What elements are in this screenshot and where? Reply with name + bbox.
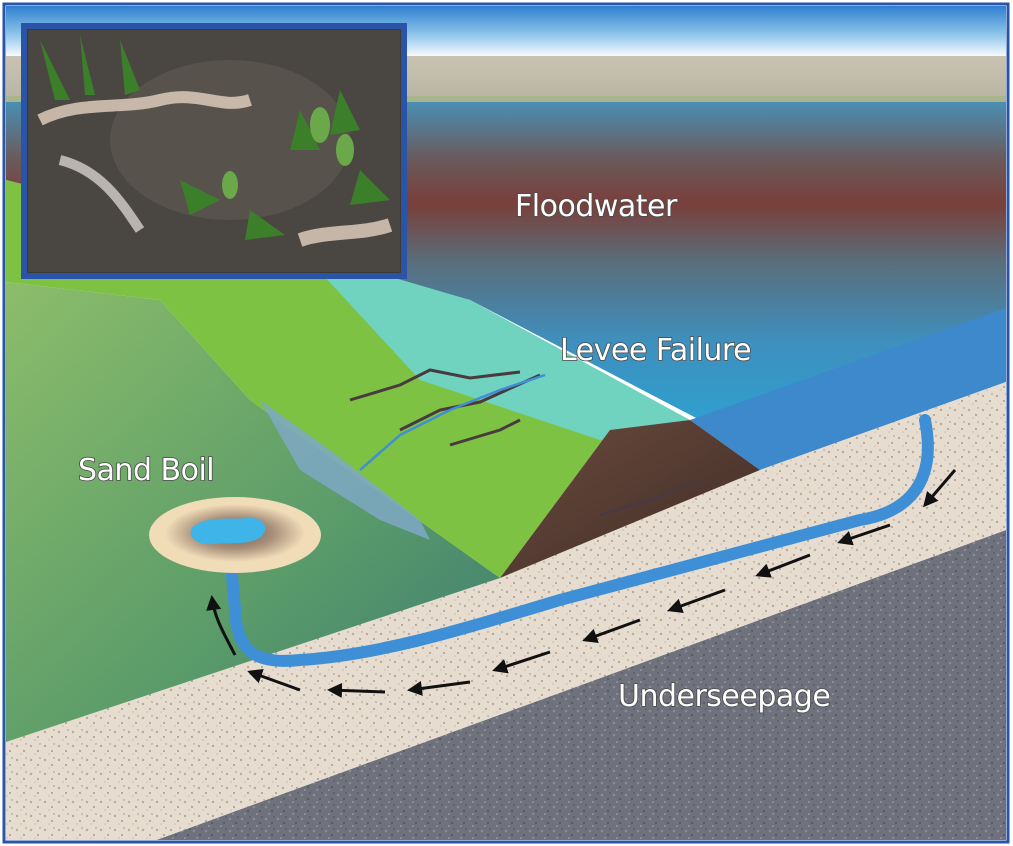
seepage-face [260, 400, 430, 540]
floodwater-front [690, 308, 1006, 470]
seepage-arrow [837, 523, 891, 546]
label-sand-boil: Sand Boil [78, 453, 214, 488]
levee-core [500, 420, 760, 578]
seepage-arrow [667, 588, 726, 613]
seepage-arrow [247, 669, 301, 692]
label-floodwater: Floodwater [515, 189, 678, 224]
seepage-arrows [206, 469, 957, 698]
levee-slope [6, 180, 610, 578]
seepage-arrow [923, 469, 957, 508]
label-underseepage: Underseepage [618, 679, 830, 714]
levee-crack-water [359, 373, 546, 471]
underseepage-flow-path [226, 414, 934, 667]
sand-boil [149, 497, 321, 573]
inset-photo [21, 23, 407, 279]
seepage-arrow [407, 680, 471, 696]
seepage-arrow [492, 650, 551, 674]
label-levee-failure: Levee Failure [560, 333, 751, 368]
seepage-arrow [327, 682, 386, 698]
seepage-arrow [206, 595, 237, 656]
seepage-arrow [582, 618, 641, 643]
levee-riverside-face [300, 250, 690, 440]
seepage-arrow [755, 553, 811, 578]
